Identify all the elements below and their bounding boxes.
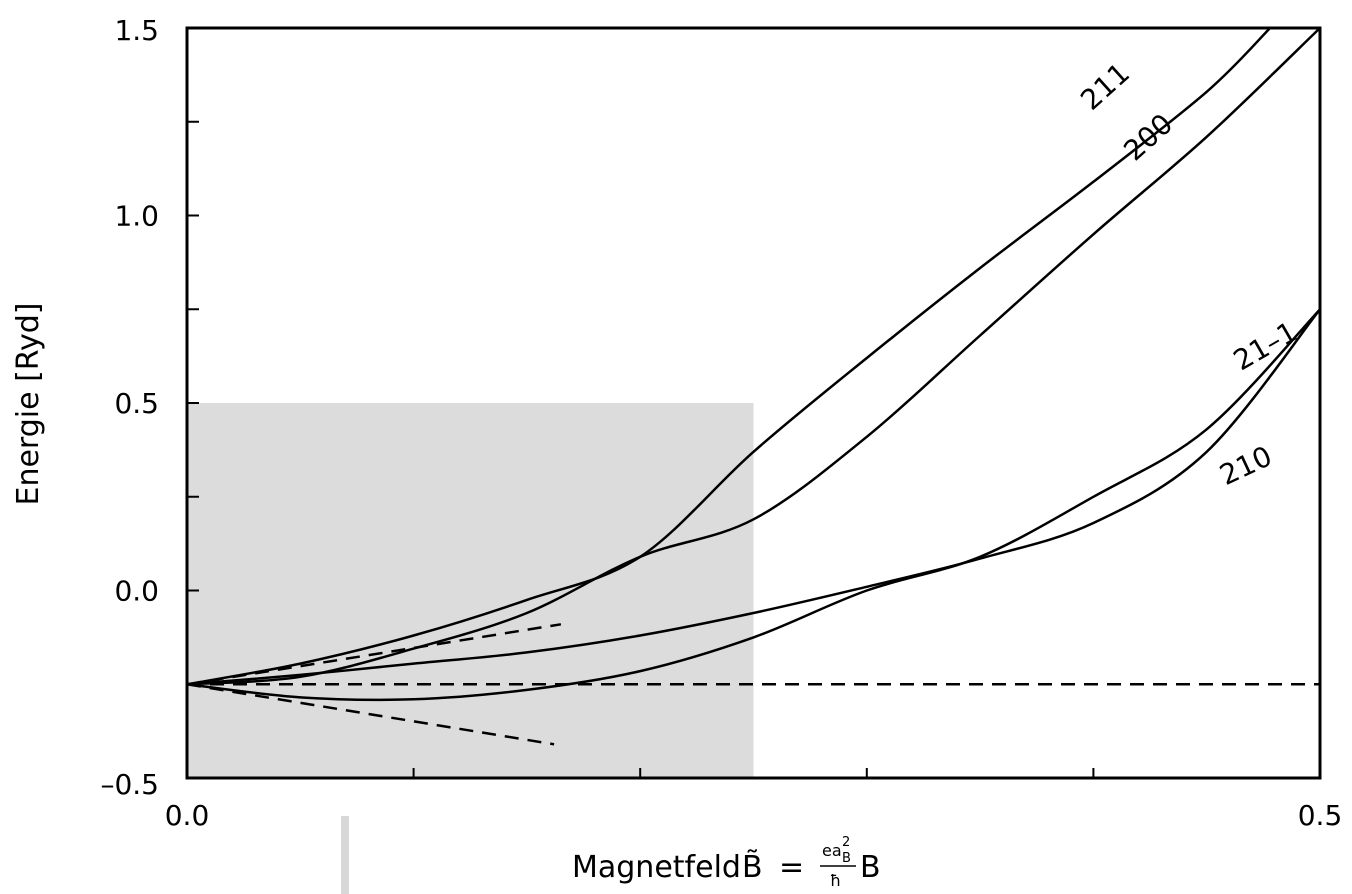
shaded-region xyxy=(187,403,754,778)
y-tick-label-2: 0.5 xyxy=(114,387,159,420)
series-line-211 xyxy=(186,27,1271,686)
curve-label-0: 211 xyxy=(1074,56,1136,116)
series-line-210 xyxy=(186,308,1321,702)
y-tick-label-4: 1.5 xyxy=(114,14,159,47)
separator-bar xyxy=(341,816,349,894)
svg-text:B̃: B̃ xyxy=(742,850,763,885)
svg-text:ħ: ħ xyxy=(830,871,841,890)
curve-label-3: 210 xyxy=(1215,439,1277,491)
curve-label-1: 200 xyxy=(1117,107,1179,167)
y-tick-label-3: 1.0 xyxy=(114,200,159,233)
dashed-line-4 xyxy=(186,623,562,686)
y-tick-label-0: –0.5 xyxy=(100,768,159,801)
svg-text:=: = xyxy=(779,850,804,885)
svg-text:B: B xyxy=(842,851,851,866)
x-tick-label-0: 0.0 xyxy=(165,799,210,832)
y-axis-label: Energie [Ryd] xyxy=(11,302,46,505)
series-line-200 xyxy=(186,27,1321,686)
plot-frame xyxy=(185,26,1322,780)
svg-text:B: B xyxy=(860,850,881,885)
svg-text:ea: ea xyxy=(822,841,842,860)
svg-text:2: 2 xyxy=(842,835,850,850)
svg-text:Magnetfeld: Magnetfeld xyxy=(572,850,741,885)
x-axis-label: Magnetfeld B̃ = ea 2 B ħ B xyxy=(572,835,881,890)
x-tick-label-1: 0.5 xyxy=(1298,799,1343,832)
curve-label-2: 21–1 xyxy=(1228,315,1303,377)
dashed-line-6 xyxy=(186,683,555,746)
series-line-21–1 xyxy=(186,308,1321,686)
y-tick-label-1: 0.0 xyxy=(114,575,159,608)
